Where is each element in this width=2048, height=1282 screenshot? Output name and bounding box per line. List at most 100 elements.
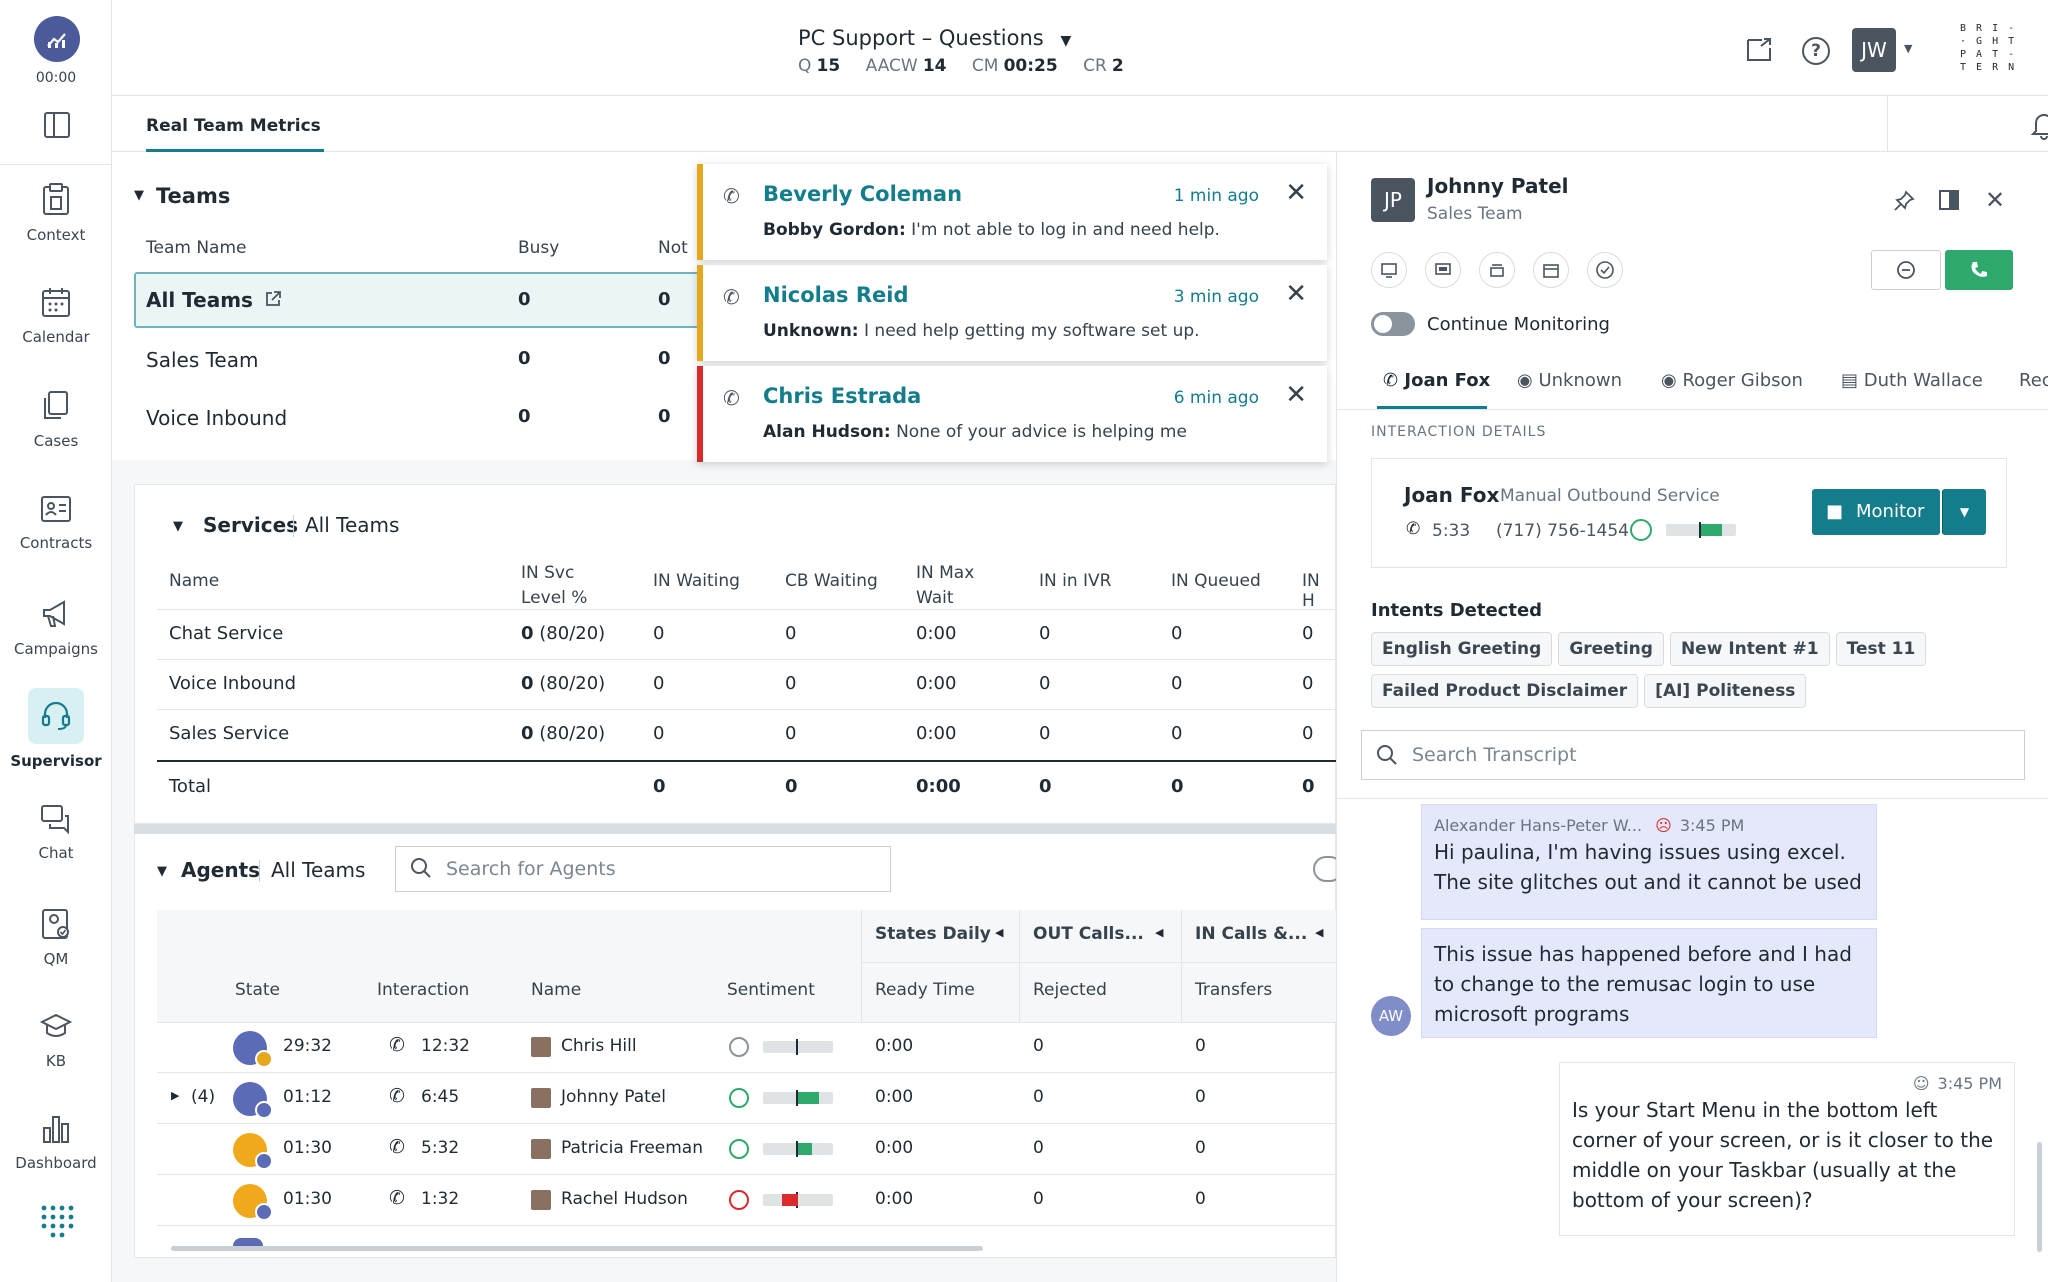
nav-contracts[interactable]: Contracts — [0, 494, 112, 552]
nav-supervisor[interactable]: Supervisor — [0, 688, 112, 770]
tab-real-team-metrics[interactable]: Real Team Metrics — [146, 116, 321, 136]
col-name[interactable]: Name — [531, 980, 582, 1000]
col-sentiment[interactable]: Sentiment — [727, 980, 815, 1000]
graduation-cap-icon — [40, 1013, 72, 1037]
notification-name[interactable]: Chris Estrada — [763, 384, 922, 408]
col-interaction[interactable]: Interaction — [377, 980, 470, 1000]
continue-monitoring-toggle[interactable] — [1371, 312, 1415, 336]
notification-card[interactable]: ✆ Chris Estrada 6 min ago ✕ Alan Hudson: Non… — [697, 366, 1327, 462]
col-ready-time[interactable]: Ready Time — [875, 980, 975, 1000]
group-in-calls[interactable]: IN Calls &... — [1195, 924, 1308, 944]
help-icon[interactable]: ? — [1802, 37, 1830, 65]
tab-unknown[interactable]: ◉ Unknown — [1517, 370, 1623, 391]
nav-dashboard[interactable]: Dashboard — [0, 1114, 112, 1172]
external-link-icon[interactable] — [264, 290, 282, 312]
service-total-row: Total 0 0 0:00 0 0 0 — [169, 776, 1315, 797]
close-icon[interactable]: ✕ — [1285, 178, 1307, 208]
metric-value: 15 — [816, 56, 841, 76]
chevron-down-icon[interactable]: ▼ — [1904, 42, 1913, 55]
service-row[interactable]: Sales Service 0 (80/20) 0 0 0:00 0 0 0 — [169, 723, 1314, 744]
notification-name[interactable]: Beverly Coleman — [763, 182, 963, 206]
caret-left-icon[interactable]: ◀ — [1155, 926, 1164, 939]
collapse-triangle-icon[interactable]: ▼ — [134, 188, 144, 203]
qm-icon — [42, 909, 69, 939]
intent-chip: New Intent #1 — [1669, 632, 1830, 666]
close-icon[interactable]: ✕ — [1285, 279, 1307, 309]
monitor-dropdown-button[interactable]: ▼ — [1942, 489, 1986, 535]
monitor-screen-icon[interactable] — [1425, 252, 1461, 288]
col-rejected[interactable]: Rejected — [1033, 980, 1107, 1000]
chat-message-outgoing: ☺ 3:45 PM Is your Start Menu in the botto… — [1559, 1062, 2015, 1236]
team-row[interactable]: Voice Inbound 0 0 — [134, 392, 734, 442]
team-row[interactable]: Sales Team 0 0 — [134, 334, 734, 384]
service-row[interactable]: Voice Inbound 0 (80/20) 0 0 0:00 0 0 0 — [169, 673, 1314, 694]
agents-search-input[interactable]: Search for Agents — [395, 846, 891, 892]
logo-line: P A T - — [1960, 49, 2017, 60]
vertical-scrollbar[interactable] — [2037, 1142, 2042, 1252]
col-state[interactable]: State — [235, 980, 280, 1000]
call-button[interactable] — [1945, 250, 2013, 290]
monitor-button[interactable]: ■ Monitor — [1812, 489, 1940, 535]
service-name: Chat Service — [169, 623, 284, 644]
queue-selector[interactable]: PC Support – Questions ▼ — [798, 26, 1071, 50]
stack-icon[interactable] — [1479, 252, 1515, 288]
nav-kb[interactable]: KB — [0, 1012, 112, 1070]
close-icon[interactable]: ✕ — [1285, 380, 1307, 410]
tab-rec[interactable]: Rec — [2019, 370, 2048, 391]
nav-calendar[interactable]: Calendar — [0, 286, 112, 346]
close-icon[interactable]: ✕ — [1985, 186, 2006, 214]
agent-row[interactable]: 01:30 ✆ 1:32 Rachel Hudson 0:00 0 0 — [157, 1175, 1337, 1226]
group-count: (4) — [191, 1087, 216, 1107]
metric-value: 2 — [1111, 56, 1124, 76]
notification-name[interactable]: Nicolas Reid — [763, 283, 909, 307]
apps-grid-icon[interactable] — [40, 1204, 76, 1240]
interaction-name: Joan Fox — [1404, 483, 1500, 507]
user-avatar[interactable]: JW — [1852, 28, 1896, 72]
agent-row[interactable]: 01:30 ✆ 5:32 Patricia Freeman 0:00 0 0 — [157, 1124, 1337, 1175]
metric-value: 14 — [922, 56, 947, 76]
nav-cases[interactable]: Cases — [0, 390, 112, 450]
split-view-icon[interactable] — [1939, 190, 1959, 210]
chat-monitor-button[interactable] — [1871, 250, 1941, 290]
notification-message: Alan Hudson: None of your advice is help… — [763, 422, 1187, 442]
agent-row[interactable]: ▶ (4) 01:12 ✆ 6:45 Johnny Patel 0:00 0 0 — [157, 1073, 1337, 1124]
group-out-calls[interactable]: OUT Calls... — [1033, 924, 1144, 944]
tab-joan-fox[interactable]: ✆ Joan Fox — [1383, 370, 1491, 391]
phone-icon: ✆ — [389, 1187, 405, 1209]
team-row-selected[interactable]: All Teams 0 0 — [134, 272, 734, 328]
caret-left-icon[interactable]: ◀ — [995, 926, 1004, 939]
nav-chat[interactable]: Chat — [0, 804, 112, 862]
collapse-triangle-icon[interactable]: ▼ — [173, 519, 183, 534]
nav-qm[interactable]: QM — [0, 908, 112, 968]
activity-status-icon[interactable] — [34, 16, 80, 62]
group-states-daily[interactable]: States Daily — [875, 924, 991, 944]
tab-duth-wallace[interactable]: ▤ Duth Wallace — [1841, 370, 1983, 391]
service-row[interactable]: Chat Service 0 (80/20) 0 0 0:00 0 0 0 — [169, 623, 1314, 644]
calendar-icon[interactable] — [1533, 252, 1569, 288]
intents-list: English Greeting Greeting New Intent #1 Tes… — [1371, 632, 1991, 716]
agent-name[interactable]: Rachel Hudson — [561, 1189, 688, 1209]
nav-campaigns[interactable]: Campaigns — [0, 598, 112, 658]
expand-triangle-icon[interactable]: ▶ — [171, 1089, 180, 1102]
agent-name[interactable]: Patricia Freeman — [561, 1138, 704, 1158]
collapse-triangle-icon[interactable]: ▼ — [157, 864, 167, 879]
check-circle-icon[interactable] — [1587, 252, 1623, 288]
pin-icon[interactable] — [1893, 190, 1915, 216]
col-svc-level: IN Svc Level % — [521, 563, 588, 608]
caret-left-icon[interactable]: ◀ — [1315, 926, 1324, 939]
transcript-search-input[interactable]: Search Transcript — [1361, 730, 2025, 780]
notification-card[interactable]: ✆ Beverly Coleman 1 min ago ✕ Bobby Gordon: … — [697, 164, 1327, 260]
bell-icon[interactable] — [2030, 110, 2048, 144]
screen-share-icon[interactable] — [1371, 252, 1407, 288]
agent-name[interactable]: Chris Hill — [561, 1036, 637, 1056]
notification-card[interactable]: ✆ Nicolas Reid 3 min ago ✕ Unknown: I need h… — [697, 265, 1327, 361]
notification-time: 1 min ago — [1173, 186, 1259, 206]
announcement-icon[interactable] — [1744, 36, 1774, 68]
sidebar-toggle-icon[interactable] — [44, 112, 70, 138]
tab-roger-gibson[interactable]: ◉ Roger Gibson — [1661, 370, 1803, 391]
agent-name[interactable]: Johnny Patel — [561, 1087, 666, 1107]
horizontal-scrollbar[interactable] — [171, 1246, 983, 1251]
nav-context[interactable]: Context — [0, 182, 112, 244]
col-transfers[interactable]: Transfers — [1195, 980, 1273, 1000]
agent-row[interactable]: 29:32 ✆ 12:32 Chris Hill 0:00 0 0 — [157, 1022, 1337, 1073]
